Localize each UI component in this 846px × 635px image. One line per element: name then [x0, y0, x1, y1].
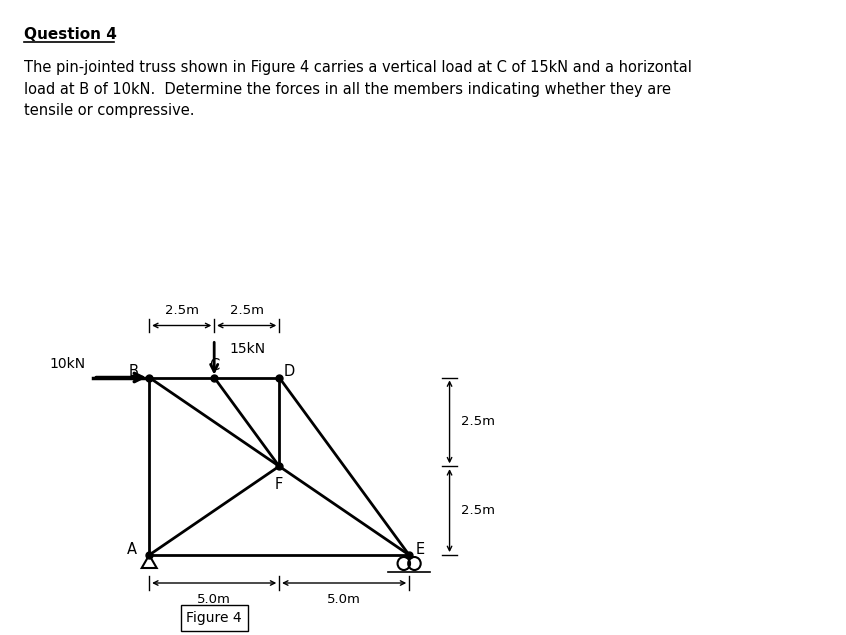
Text: 10kN: 10kN: [50, 356, 85, 370]
Text: 2.5m: 2.5m: [461, 415, 495, 429]
Text: A: A: [127, 542, 137, 558]
Text: Question 4: Question 4: [24, 27, 117, 42]
Text: 15kN: 15kN: [229, 342, 266, 356]
Text: 2.5m: 2.5m: [165, 304, 199, 316]
Text: 5.0m: 5.0m: [327, 593, 361, 606]
Text: C: C: [209, 358, 219, 373]
Text: E: E: [416, 542, 426, 558]
Text: 2.5m: 2.5m: [229, 304, 264, 316]
Text: 2.5m: 2.5m: [461, 504, 495, 517]
Text: F: F: [275, 477, 283, 491]
Text: The pin-jointed truss shown in Figure 4 carries a vertical load at C of 15kN and: The pin-jointed truss shown in Figure 4 …: [24, 60, 692, 118]
Text: B: B: [129, 364, 139, 379]
Text: 5.0m: 5.0m: [197, 593, 231, 606]
Text: D: D: [283, 364, 294, 379]
Text: Figure 4: Figure 4: [186, 611, 242, 625]
